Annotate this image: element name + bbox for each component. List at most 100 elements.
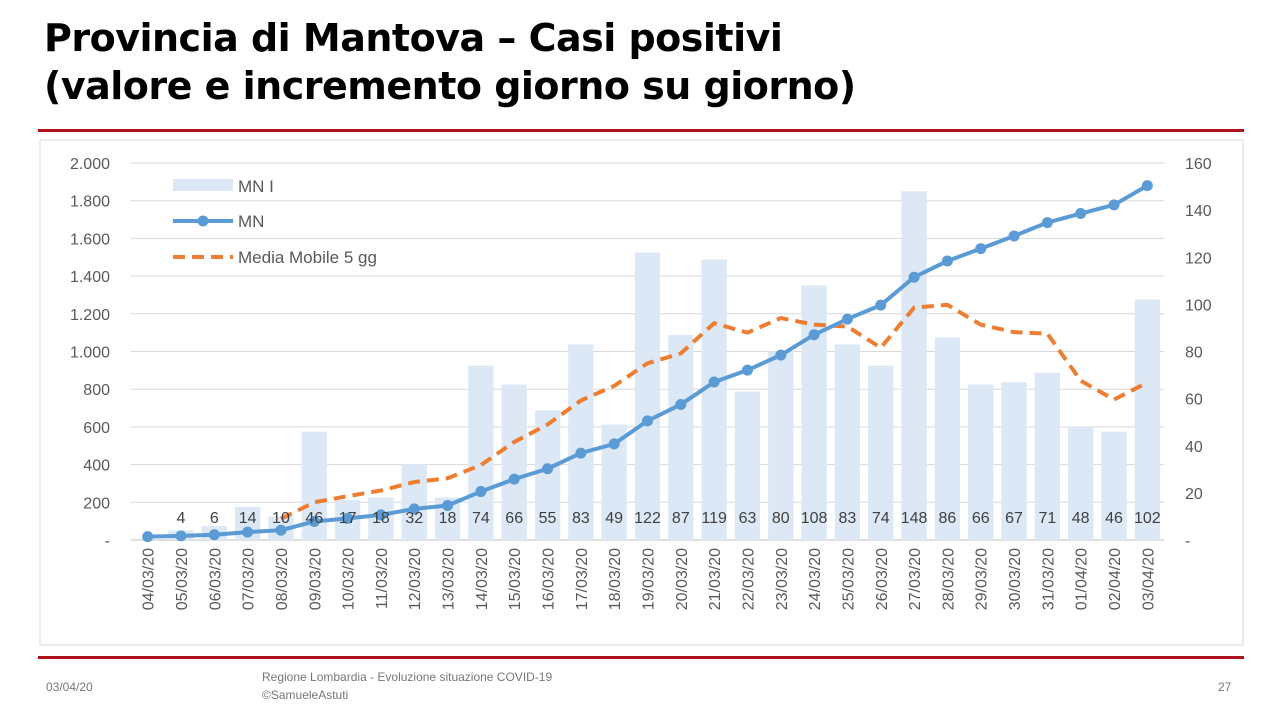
bar-data-label: 6 bbox=[210, 510, 219, 527]
legend-swatch-bars bbox=[173, 179, 233, 191]
x-tick-label: 01/04/20 bbox=[1074, 548, 1091, 610]
footer-author: ©SamueleAstuti bbox=[262, 688, 349, 702]
bar-data-label: 66 bbox=[505, 510, 523, 527]
mn-point bbox=[242, 526, 254, 538]
mn-point bbox=[941, 255, 953, 267]
bar-data-label: 18 bbox=[439, 510, 457, 527]
bar-data-label: 108 bbox=[801, 510, 828, 527]
bar-data-label: 4 bbox=[177, 510, 186, 527]
x-tick-label: 11/03/20 bbox=[374, 548, 391, 609]
bar bbox=[501, 384, 527, 540]
right-tick-label: 100 bbox=[1185, 297, 1212, 314]
x-tick-label: 24/03/20 bbox=[807, 548, 824, 610]
x-tick-label: 29/03/20 bbox=[974, 548, 991, 610]
right-tick-label: - bbox=[1185, 533, 1190, 550]
right-tick-label: 60 bbox=[1185, 392, 1203, 409]
left-tick-label: 200 bbox=[83, 495, 110, 512]
x-tick-label: 07/03/20 bbox=[241, 548, 258, 610]
x-tick-label: 12/03/20 bbox=[407, 548, 424, 610]
bar-data-label: 102 bbox=[1134, 510, 1161, 527]
bar-data-label: 83 bbox=[839, 510, 857, 527]
bar-data-label: 66 bbox=[972, 510, 990, 527]
x-tick-label: 06/03/20 bbox=[207, 548, 224, 610]
bar-data-label: 80 bbox=[772, 510, 790, 527]
legend-swatch-marker bbox=[197, 215, 209, 227]
mn-point bbox=[508, 473, 520, 485]
bar-data-label: 86 bbox=[939, 510, 957, 527]
x-tick-label: 19/03/20 bbox=[641, 548, 658, 610]
bar bbox=[401, 464, 427, 540]
right-tick-label: 140 bbox=[1185, 203, 1212, 220]
bar-data-label: 55 bbox=[539, 510, 557, 527]
mn-point bbox=[975, 243, 987, 255]
x-tick-label: 27/03/20 bbox=[907, 548, 924, 610]
bar-data-label: 18 bbox=[372, 510, 390, 527]
left-tick-label: 1.200 bbox=[70, 307, 110, 324]
legend-label: Media Mobile 5 gg bbox=[238, 248, 377, 267]
bar-data-label: 67 bbox=[1005, 510, 1023, 527]
x-tick-label: 08/03/20 bbox=[274, 548, 291, 610]
left-tick-label: - bbox=[105, 533, 110, 550]
x-tick-label: 10/03/20 bbox=[341, 548, 358, 610]
bar-data-label: 17 bbox=[339, 510, 357, 527]
footer-source: Regione Lombardia - Evoluzione situazion… bbox=[262, 670, 553, 684]
x-tick-label: 21/03/20 bbox=[707, 548, 724, 610]
bar bbox=[468, 365, 494, 540]
bar-data-label: 71 bbox=[1038, 510, 1056, 527]
moving-average-line bbox=[280, 302, 1149, 521]
x-tick-label: 28/03/20 bbox=[940, 548, 957, 610]
mn-point bbox=[175, 530, 187, 542]
mn-point bbox=[1141, 180, 1153, 192]
bar bbox=[1101, 431, 1127, 540]
bar-data-label: 119 bbox=[701, 510, 727, 527]
left-tick-label: 1.600 bbox=[70, 231, 110, 248]
x-tick-label: 22/03/20 bbox=[740, 548, 757, 610]
bar-data-label: 32 bbox=[405, 510, 423, 527]
bar bbox=[1068, 426, 1094, 540]
bar bbox=[701, 259, 727, 540]
x-tick-label: 02/04/20 bbox=[1107, 548, 1124, 610]
bar-data-label: 63 bbox=[739, 510, 757, 527]
mn-point bbox=[675, 398, 687, 410]
bar bbox=[1134, 299, 1161, 540]
bar bbox=[868, 365, 894, 540]
mn-point bbox=[308, 516, 320, 528]
x-tick-label: 18/03/20 bbox=[607, 548, 624, 610]
x-tick-label: 26/03/20 bbox=[874, 548, 891, 610]
bar bbox=[901, 191, 927, 540]
right-tick-label: 20 bbox=[1185, 486, 1203, 503]
x-tick-label: 23/03/20 bbox=[774, 548, 791, 610]
page-number: 27 bbox=[1218, 680, 1232, 694]
mn-point bbox=[775, 349, 787, 361]
bar bbox=[534, 410, 561, 540]
x-tick-label: 20/03/20 bbox=[674, 548, 691, 610]
mn-point bbox=[808, 329, 820, 341]
bar bbox=[734, 391, 761, 540]
slide-title: Provincia di Mantova – Casi positivi (val… bbox=[44, 16, 856, 108]
bottom-rule bbox=[38, 656, 1244, 659]
top-rule bbox=[38, 129, 1244, 132]
x-tick-label: 17/03/20 bbox=[574, 548, 591, 610]
mn-point bbox=[1041, 217, 1053, 229]
bar-data-label: 46 bbox=[305, 510, 323, 527]
bar-data-label: 122 bbox=[634, 510, 661, 527]
bar bbox=[1034, 372, 1061, 540]
mn-point bbox=[608, 438, 620, 450]
bar-data-label: 14 bbox=[239, 510, 257, 527]
mn-point bbox=[275, 524, 287, 536]
legend-label: MN I bbox=[238, 177, 274, 196]
bar-data-label: 87 bbox=[672, 510, 690, 527]
bar-data-label: 83 bbox=[572, 510, 590, 527]
bar bbox=[768, 351, 794, 540]
left-tick-label: 1.400 bbox=[70, 269, 110, 286]
mn-point bbox=[575, 447, 587, 459]
chart-border bbox=[39, 139, 1244, 646]
x-tick-label: 31/03/20 bbox=[1040, 548, 1057, 610]
x-tick-label: 04/03/20 bbox=[141, 548, 158, 610]
bar-data-label: 74 bbox=[472, 510, 490, 527]
mn-point bbox=[708, 376, 720, 388]
bar-data-label: 148 bbox=[901, 510, 928, 527]
bar bbox=[568, 344, 594, 540]
legend-label: MN bbox=[238, 212, 264, 231]
